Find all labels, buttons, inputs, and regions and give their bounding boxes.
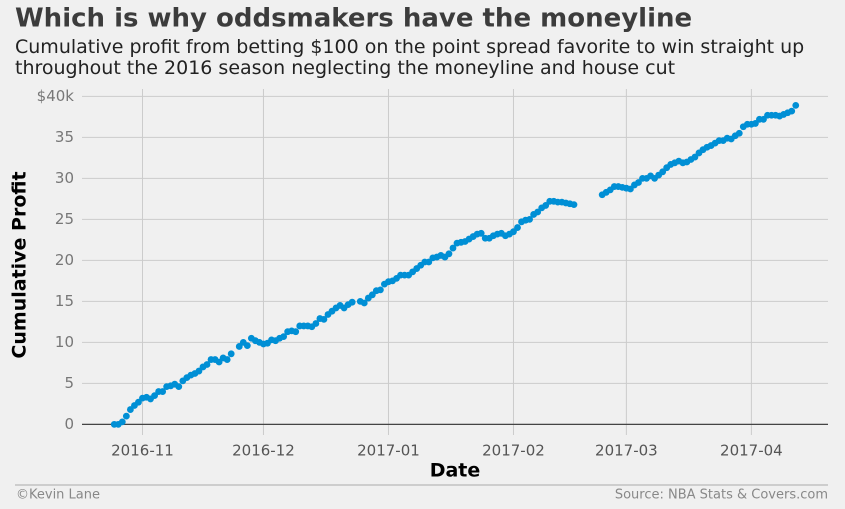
point (514, 224, 521, 231)
y-tick-label: 25 (55, 210, 74, 228)
point (118, 418, 126, 426)
point (377, 286, 384, 294)
point (280, 333, 288, 341)
point (570, 201, 578, 209)
footer-left: ©Kevin Lane (16, 488, 100, 503)
y-tick-label: $40k (37, 87, 75, 105)
x-tick-label: 2017-03 (595, 442, 658, 460)
y-tick-label: 35 (55, 128, 74, 146)
y-tick-label: 0 (64, 415, 74, 433)
point (159, 388, 167, 395)
point (449, 244, 457, 252)
x-tick-label: 2016-11 (111, 442, 174, 460)
point (792, 101, 800, 109)
point (526, 215, 533, 223)
point (477, 229, 485, 237)
point (292, 328, 300, 336)
point (788, 107, 796, 115)
y-tick-label: 20 (55, 251, 74, 269)
point (175, 383, 183, 391)
point (312, 320, 320, 327)
point (203, 361, 211, 368)
x-tick-label: 2016-12 (232, 442, 295, 460)
y-axis-label: Cumulative Profit (9, 171, 31, 358)
point (243, 342, 251, 350)
point (223, 356, 231, 363)
point (320, 315, 328, 323)
y-tick-label: 30 (55, 169, 74, 187)
point (360, 299, 368, 307)
y-tick-label: 15 (55, 292, 74, 310)
chart-title: Which is why oddsmakers have the moneyli… (15, 4, 692, 34)
footer-right: Source: NBA Stats & Covers.com (615, 488, 828, 503)
x-tick-label: 2017-01 (357, 442, 420, 460)
x-tick-label: 2017-04 (720, 442, 783, 460)
point (122, 412, 130, 420)
y-tick-label: 10 (55, 333, 74, 351)
point (445, 250, 453, 258)
point (735, 129, 743, 137)
y-tick-label: 5 (64, 374, 74, 392)
x-axis-label: Date (430, 460, 481, 482)
x-tick-label: 2017-02 (482, 442, 545, 460)
point (348, 298, 356, 306)
point (227, 350, 235, 358)
chart-subtitle: Cumulative profit from betting $100 on t… (15, 36, 805, 79)
